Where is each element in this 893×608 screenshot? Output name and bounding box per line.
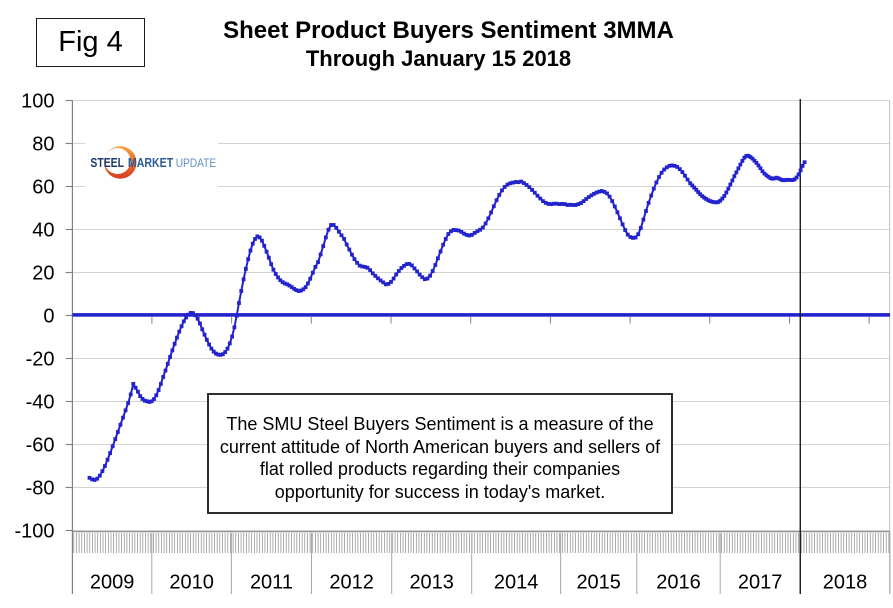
figure-label-box: Fig 4 [36, 18, 145, 67]
svg-text:-100: -100 [14, 521, 54, 543]
svg-text:60: 60 [32, 177, 54, 199]
figure-label: Fig 4 [58, 26, 123, 58]
logo-word-update: UPDATE [176, 156, 216, 170]
svg-text:2009: 2009 [90, 572, 135, 594]
svg-text:-40: -40 [26, 392, 55, 414]
x-axis-year-labels: 2009 2010 2011 2012 2013 2014 2015 2016 2017 2018 [90, 572, 867, 594]
chart-title-line2: Through January 15 2018 [305, 46, 572, 71]
svg-text:40: 40 [32, 220, 54, 242]
y-axis-labels: 100 80 60 40 20 0 -20 -40 -60 -80 -100 [14, 91, 54, 543]
svg-text:80: 80 [32, 134, 54, 156]
sentiment-description-box: The SMU Steel Buyers Sentiment is a meas… [207, 393, 673, 514]
svg-text:2017: 2017 [738, 572, 783, 594]
category-tick-ruler [73, 533, 891, 594]
svg-text:2010: 2010 [169, 572, 214, 594]
svg-text:20: 20 [32, 263, 54, 285]
svg-text:-60: -60 [26, 435, 55, 457]
note-line: The SMU Steel Buyers Sentiment is a meas… [226, 414, 654, 435]
svg-text:-20: -20 [26, 349, 55, 371]
logo-word-steel: STEEL [90, 156, 124, 170]
svg-text:2014: 2014 [494, 572, 539, 594]
zero-reference-line [72, 313, 890, 317]
svg-text:2016: 2016 [656, 572, 701, 594]
crescent-moon-icon [104, 146, 137, 179]
svg-text:2012: 2012 [329, 572, 374, 594]
axes [65, 99, 891, 594]
note-line: current attitude of North American buyer… [219, 436, 661, 457]
svg-text:2015: 2015 [576, 572, 621, 594]
logo-word-market: MARKET [128, 156, 174, 170]
steel-market-update-logo: STEEL MARKET UPDATE [85, 141, 218, 187]
svg-text:100: 100 [21, 91, 54, 113]
svg-text:-80: -80 [26, 478, 55, 500]
svg-text:2013: 2013 [409, 572, 454, 594]
logo-graphic: STEEL MARKET UPDATE [90, 146, 216, 179]
svg-text:2011: 2011 [250, 572, 293, 594]
svg-text:2018: 2018 [823, 572, 868, 594]
sentiment-series [87, 153, 807, 482]
note-line: flat rolled products regarding their com… [259, 459, 621, 480]
svg-text:0: 0 [43, 306, 54, 328]
note-line: opportunity for success in today's marke… [274, 481, 606, 502]
chart-title-line1: Sheet Product Buyers Sentiment 3MMA [223, 17, 674, 44]
